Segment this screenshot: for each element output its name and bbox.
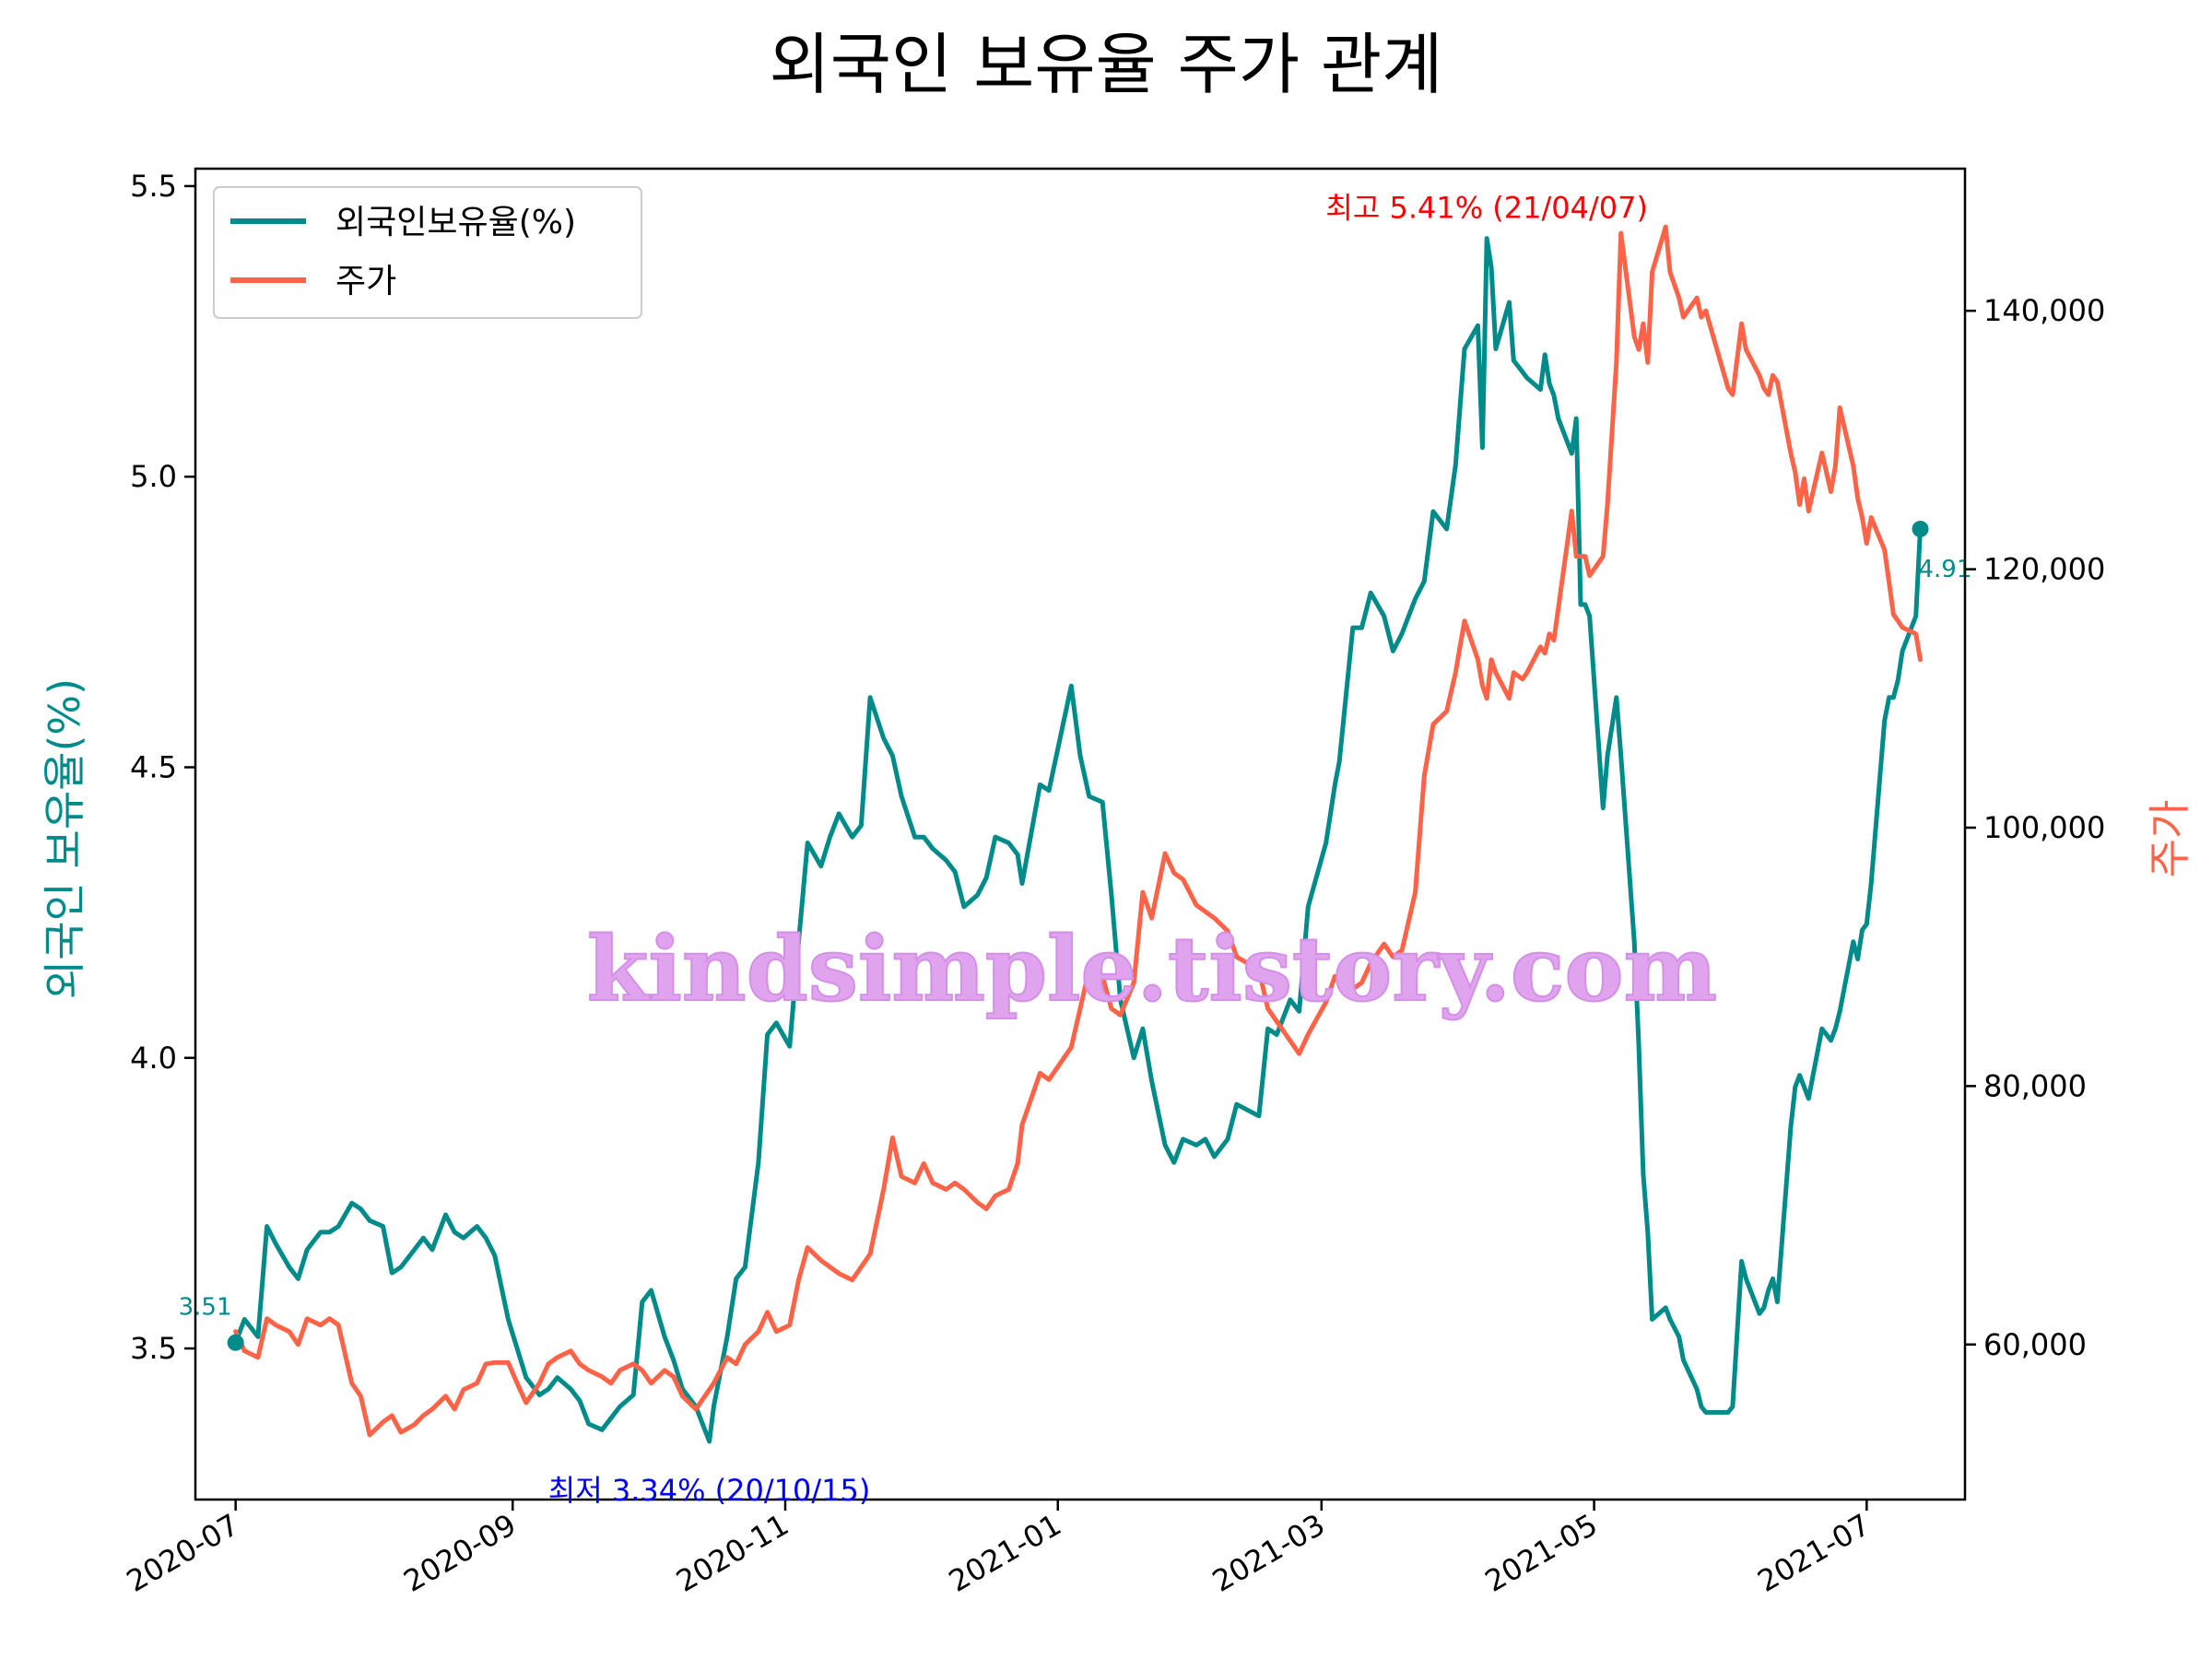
left-tick-label: 4.5 xyxy=(130,749,177,784)
right-tick-label: 120,000 xyxy=(1983,552,2105,587)
series-line-foreign-ratio xyxy=(233,236,1923,1444)
right-axis-label: 주가 xyxy=(2145,800,2194,878)
plot-frame xyxy=(194,167,1967,1501)
series-line-stock-price xyxy=(233,224,1923,1438)
left-tick-label: 5.0 xyxy=(130,459,177,494)
left-axis: 3.5 4.0 4.5 5.0 5.5 xyxy=(130,169,195,1366)
legend-label: 주가 xyxy=(335,263,396,300)
end-value-label: 4.91 xyxy=(1919,556,1972,583)
max-annotation: 최고 5.41% (21/04/07) xyxy=(1325,191,1648,226)
right-tick-label: 140,000 xyxy=(1983,293,2105,328)
legend-label: 외국인보유율(%) xyxy=(335,204,576,241)
legend-box xyxy=(213,186,642,319)
annotations: 최고 5.41% (21/04/07) 최저 3.34% (20/10/15) xyxy=(548,191,1648,1508)
left-tick-label: 4.0 xyxy=(130,1041,177,1076)
plot-area: 3.51 4.91 xyxy=(179,167,1972,1501)
right-tick-label: 60,000 xyxy=(1983,1327,2087,1362)
left-axis-label: 외국인 보유율(%) xyxy=(40,678,89,999)
left-tick-label: 5.5 xyxy=(130,169,177,204)
min-annotation: 최저 3.34% (20/10/15) xyxy=(548,1473,871,1508)
watermark: kindsimple.tistory.com xyxy=(586,916,1718,1022)
right-tick-label: 100,000 xyxy=(1983,810,2105,845)
right-axis: 60,000 80,000 100,000 120,000 140,000 xyxy=(1965,293,2105,1362)
end-marker xyxy=(1912,520,1929,537)
watermark-text: kindsimple.tistory.com xyxy=(587,917,1717,1021)
start-marker xyxy=(227,1334,244,1351)
start-value-label: 3.51 xyxy=(179,1294,232,1322)
legend: 외국인보유율(%) 주가 xyxy=(213,186,642,319)
right-tick-label: 80,000 xyxy=(1983,1068,2087,1103)
chart-title: 외국인 보유율 주가 관계 xyxy=(769,26,1442,103)
left-tick-label: 3.5 xyxy=(130,1331,177,1366)
